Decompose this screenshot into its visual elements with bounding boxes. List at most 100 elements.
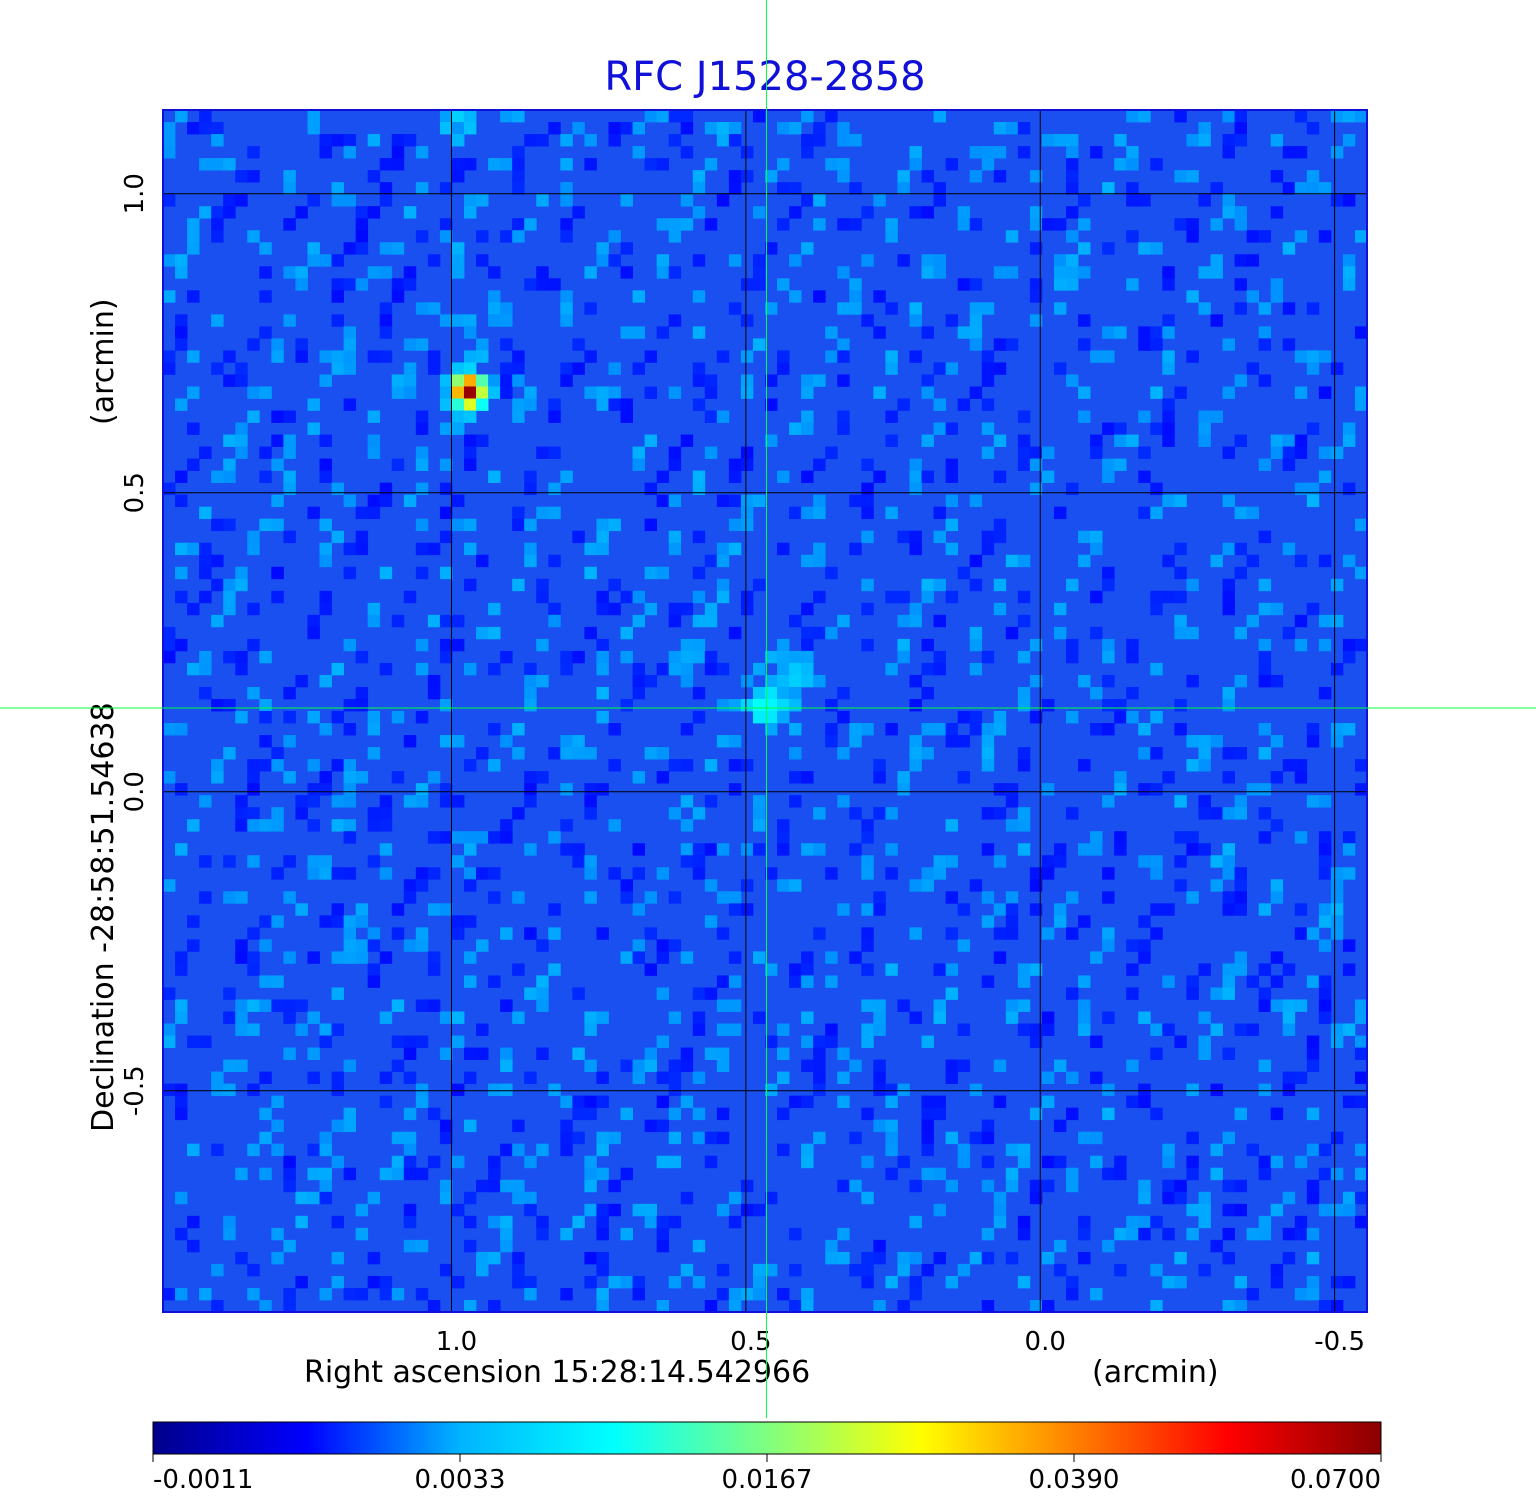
heatmap-cell [307, 122, 320, 135]
heatmap-cell [1222, 963, 1235, 976]
heatmap-cell [464, 350, 477, 363]
heatmap-cell [993, 723, 1007, 736]
heatmap-cell [572, 650, 585, 664]
heatmap-cell [716, 578, 730, 592]
heatmap-cell [765, 374, 778, 387]
heatmap-cell [1162, 1179, 1175, 1193]
heatmap-cell [969, 879, 983, 892]
heatmap-cell [331, 1251, 344, 1265]
heatmap-cell [1017, 1143, 1031, 1157]
heatmap-cell [777, 698, 790, 712]
heatmap-cell [1066, 987, 1079, 1000]
heatmap-cell [981, 915, 995, 928]
heatmap-cell [1258, 747, 1272, 760]
heatmap-cell [1150, 1263, 1163, 1277]
heatmap-cell [343, 831, 357, 844]
heatmap-cell [632, 362, 645, 375]
heatmap-cell [620, 1059, 633, 1072]
heatmap-cell [1102, 927, 1115, 940]
heatmap-cell [343, 867, 357, 880]
heatmap-cell [861, 458, 874, 471]
heatmap-cell [1150, 158, 1163, 171]
heatmap-cell [813, 1059, 826, 1072]
heatmap-cell [536, 638, 549, 652]
heatmap-cell [572, 855, 585, 868]
heatmap-cell [451, 398, 465, 411]
heatmap-cell [704, 1155, 718, 1169]
heatmap-cell [500, 1083, 513, 1097]
heatmap-cell [1029, 1107, 1043, 1121]
heatmap-cell [945, 963, 959, 976]
heatmap-cell [656, 326, 670, 339]
heatmap-cell [632, 122, 645, 135]
heatmap-cell [1354, 1071, 1368, 1085]
heatmap-cell [1234, 1179, 1247, 1193]
heatmap-cell [1017, 1227, 1031, 1241]
heatmap-cell [343, 939, 357, 952]
heatmap-cell [476, 254, 489, 267]
heatmap-cell [668, 1131, 682, 1145]
heatmap-cell [259, 290, 272, 303]
heatmap-cell [837, 614, 850, 628]
heatmap-cell [909, 470, 922, 484]
heatmap-cell [1090, 1035, 1103, 1048]
heatmap-cell [596, 686, 609, 700]
heatmap-cell [415, 711, 429, 724]
heatmap-cell [427, 771, 441, 784]
heatmap-cell [933, 614, 946, 628]
heatmap-cell [223, 1227, 236, 1241]
heatmap-cell [572, 1131, 585, 1145]
heatmap-cell [235, 566, 248, 580]
heatmap-cell [957, 218, 971, 231]
heatmap-cell [1066, 266, 1079, 279]
heatmap-cell [921, 1131, 934, 1145]
heatmap-cell [1174, 110, 1187, 123]
heatmap-cell [211, 1263, 224, 1277]
heatmap-cell [873, 1119, 886, 1133]
heatmap-cell [536, 194, 549, 207]
heatmap-cell [379, 266, 393, 279]
heatmap-cell [765, 1263, 778, 1277]
heatmap-cell [536, 987, 549, 1000]
heatmap-cell [175, 494, 188, 508]
heatmap-cell [1029, 1035, 1043, 1048]
heatmap-cell [680, 855, 694, 868]
heatmap-cell [175, 1083, 188, 1097]
heatmap-cell [584, 266, 597, 279]
heatmap-cell [861, 578, 874, 592]
heatmap-cell [1210, 735, 1223, 748]
heatmap-cell [476, 434, 489, 447]
heatmap-cell [1066, 1179, 1079, 1193]
heatmap-cell [969, 1083, 983, 1097]
heatmap-cell [1138, 410, 1151, 423]
heatmap-cell [1306, 182, 1320, 195]
heatmap-cell [1029, 314, 1043, 327]
heatmap-cell [451, 735, 465, 748]
heatmap-cell [945, 542, 959, 556]
heatmap-cell [488, 1251, 501, 1265]
heatmap-cell [885, 1143, 898, 1157]
heatmap-cell [560, 290, 573, 303]
heatmap-cell [608, 578, 621, 592]
heatmap-cell [1222, 578, 1235, 592]
heatmap-cell [1222, 338, 1235, 351]
heatmap-cell [524, 1071, 537, 1085]
heatmap-cell [1234, 1299, 1247, 1313]
heatmap-cell [223, 891, 236, 904]
heatmap-cell [548, 482, 561, 496]
heatmap-cell [331, 530, 344, 544]
heatmap-cell [1318, 915, 1332, 928]
heatmap-cell [427, 542, 441, 556]
heatmap-cell [415, 795, 429, 808]
heatmap-cell [1029, 638, 1043, 652]
heatmap-cell [909, 759, 922, 772]
heatmap-cell [1330, 662, 1344, 676]
heatmap-cell [584, 1179, 597, 1193]
heatmap-cell [692, 1275, 706, 1289]
heatmap-cell [500, 338, 513, 351]
heatmap-cell [1222, 867, 1235, 880]
heatmap-cell [187, 350, 200, 363]
heatmap-cell [740, 879, 754, 892]
heatmap-cell [199, 506, 212, 520]
heatmap-cell [584, 386, 597, 399]
